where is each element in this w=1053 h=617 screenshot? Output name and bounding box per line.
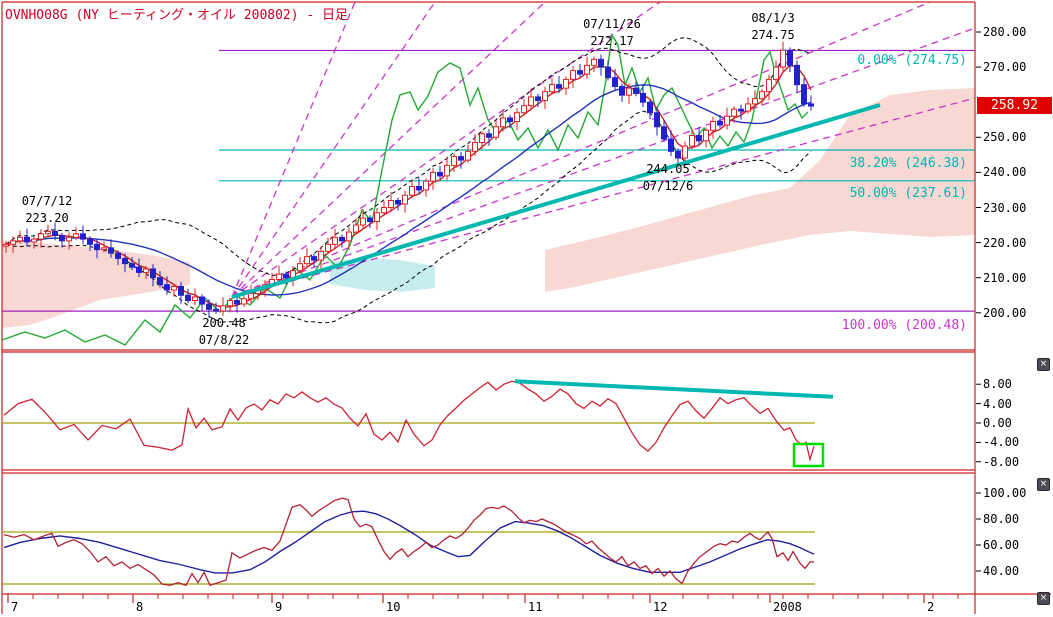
- price-annotation: 244.05 07/12/6: [642, 162, 694, 193]
- x-axis-label: 8: [136, 600, 144, 614]
- chart-title: OVNHO08G (NY ヒーティング・オイル 200802) - 日足: [5, 8, 349, 23]
- stochastic-axis-label: 80.00: [983, 512, 1020, 526]
- price-axis-label: 240.00: [983, 165, 1027, 180]
- x-axis-label: 10: [386, 600, 401, 614]
- price-axis-label: 220.00: [983, 235, 1027, 250]
- last-price-tag: 258.92: [977, 97, 1052, 114]
- x-axis-label: 9: [275, 600, 283, 614]
- price-annotation: 07/11/26 272.17: [583, 17, 641, 48]
- x-axis-label: 7: [11, 600, 19, 614]
- price-axis-label: 250.00: [983, 130, 1027, 145]
- candlestick-series: [3, 41, 814, 318]
- oscillator-trendline[interactable]: [514, 379, 834, 399]
- panel-close-button[interactable]: ×: [1037, 478, 1050, 491]
- price-annotation: 08/1/3 274.75: [751, 11, 795, 42]
- fib-label-0: 0.00% (274.75): [857, 53, 967, 68]
- price-axis-label: 280.00: [983, 25, 1027, 39]
- fib-label-50: 50.00% (237.61): [849, 186, 967, 201]
- oscillator-axis-label: -4.00: [983, 435, 1020, 450]
- stochastic-axis-label: 60.00: [983, 538, 1020, 552]
- price-annotation: 200.48 07/8/22: [198, 316, 250, 347]
- panel-close-button[interactable]: ×: [1037, 592, 1050, 605]
- moving-average-fast: [5, 64, 812, 309]
- x-axis-label: 2: [927, 600, 935, 614]
- moving-average-slow: [5, 84, 812, 296]
- ichimoku-cloud-cyan: [330, 258, 435, 292]
- fan-line-6[interactable]: [231, 97, 976, 298]
- ichimoku-cloud-pink: [2, 240, 190, 328]
- fan-line-3[interactable]: [231, 1, 661, 298]
- x-axis-label: 12: [653, 600, 668, 614]
- price-axis-label: 230.00: [983, 200, 1027, 215]
- fan-line-0[interactable]: [231, 1, 356, 298]
- fib-label-382: 38.20% (246.38): [849, 156, 967, 171]
- ichimoku-cloud-pink: [545, 88, 975, 292]
- panel-close-button[interactable]: ×: [1037, 358, 1050, 371]
- oscillator-axis-label: 4.00: [983, 396, 1012, 411]
- fib-label-100: 100.00% (200.48): [841, 318, 967, 333]
- oscillator-axis-label: 8.00: [983, 377, 1012, 392]
- price-annotation: 07/7/12 223.20: [21, 194, 73, 225]
- main-trendline[interactable]: [231, 103, 881, 299]
- oscillator-axis-label: -8.00: [983, 454, 1020, 469]
- signal-highlight-box[interactable]: [792, 442, 825, 468]
- stochastic-fast-line: [3, 497, 814, 587]
- stochastic-axis-label: 40.00: [983, 564, 1020, 578]
- price-axis-label: 200.00: [983, 305, 1027, 320]
- x-axis-label: 11: [528, 600, 543, 614]
- stochastic-slow-line: [3, 510, 815, 574]
- stochastic-axis-label: 100.00: [983, 486, 1027, 500]
- oscillator-axis-label: 0.00: [983, 416, 1012, 430]
- price-axis-label: 210.00: [983, 270, 1027, 285]
- bollinger-upper-band: [5, 37, 812, 277]
- x-axis-label: 2008: [773, 600, 802, 614]
- price-axis-label: 270.00: [983, 60, 1027, 75]
- oscillator-line: [3, 380, 815, 462]
